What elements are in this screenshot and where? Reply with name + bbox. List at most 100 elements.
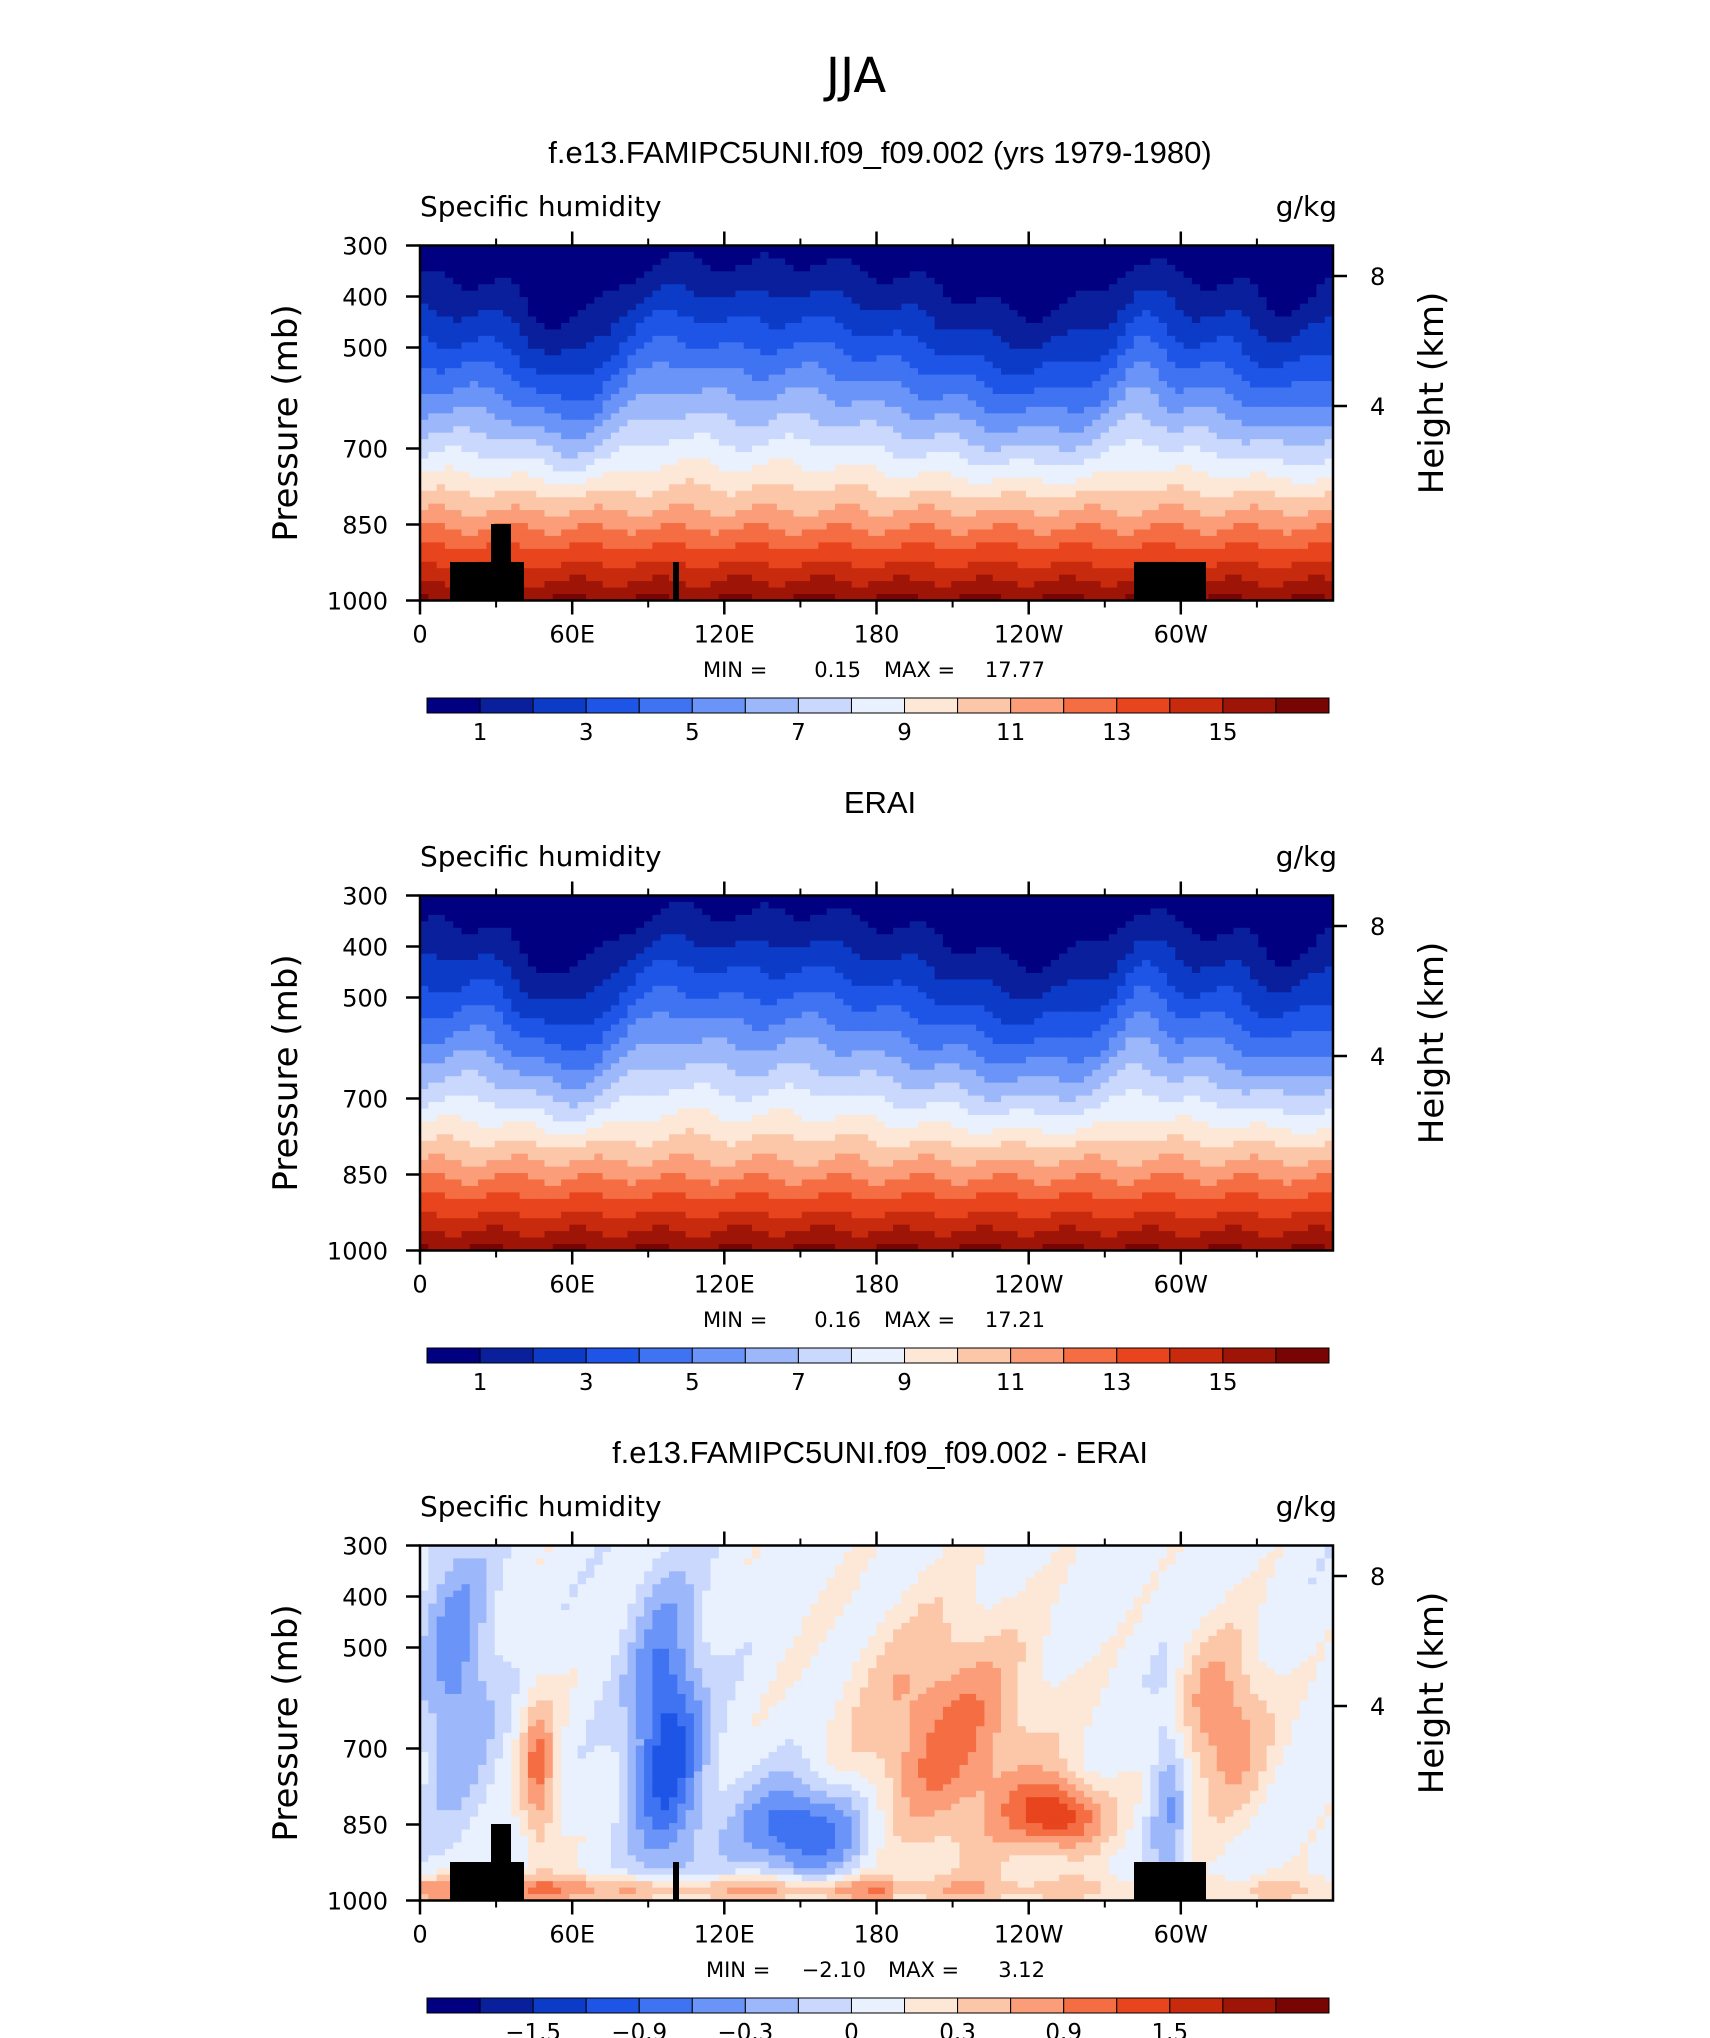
field-cell xyxy=(885,271,894,278)
field-cell xyxy=(868,252,877,259)
field-cell xyxy=(661,420,670,427)
field-cell xyxy=(1051,278,1060,285)
field-cell xyxy=(569,258,578,265)
field-cell xyxy=(1167,258,1176,265)
field-cell xyxy=(652,291,661,298)
field-cell xyxy=(1200,420,1209,427)
field-cell xyxy=(503,504,512,511)
field-cell xyxy=(553,491,562,498)
field-cell xyxy=(719,381,728,388)
field-cell xyxy=(976,258,985,265)
field-cell xyxy=(1267,323,1276,330)
field-cell xyxy=(1292,310,1301,317)
field-cell xyxy=(520,426,529,433)
field-cell xyxy=(1283,433,1292,440)
field-cell xyxy=(760,278,769,285)
field-cell xyxy=(644,278,653,285)
field-cell xyxy=(1084,459,1093,466)
field-cell xyxy=(1275,400,1284,407)
field-cell xyxy=(1209,381,1218,388)
field-cell xyxy=(1034,349,1043,356)
field-cell xyxy=(918,504,927,511)
field-cell xyxy=(453,317,462,324)
field-cell xyxy=(727,530,736,537)
field-cell xyxy=(1175,342,1184,349)
field-cell xyxy=(1142,452,1151,459)
field-cell xyxy=(428,310,437,317)
field-cell xyxy=(445,459,454,466)
field-cell xyxy=(735,413,744,420)
field-cell xyxy=(1233,278,1242,285)
field-cell xyxy=(561,504,570,511)
field-cell xyxy=(968,517,977,524)
field-cell xyxy=(611,459,620,466)
field-cell xyxy=(1175,407,1184,414)
field-cell xyxy=(669,491,678,498)
field-cell xyxy=(569,317,578,324)
field-cell xyxy=(1009,497,1018,504)
field-cell xyxy=(835,355,844,362)
field-cell xyxy=(1001,323,1010,330)
field-cell xyxy=(428,258,437,265)
field-cell xyxy=(752,336,761,343)
field-cell xyxy=(769,530,778,537)
field-cell xyxy=(951,310,960,317)
field-cell xyxy=(1316,465,1325,472)
field-cell xyxy=(1217,284,1226,291)
field-cell xyxy=(669,381,678,388)
field-cell xyxy=(1275,465,1284,472)
field-cell xyxy=(628,329,637,336)
field-cell xyxy=(694,258,703,265)
field-cell xyxy=(1159,504,1168,511)
field-cell xyxy=(636,400,645,407)
field-cell xyxy=(860,284,869,291)
field-cell xyxy=(1009,323,1018,330)
field-cell xyxy=(453,271,462,278)
field-cell xyxy=(752,530,761,537)
field-cell xyxy=(1308,523,1317,530)
field-cell xyxy=(661,491,670,498)
field-cell xyxy=(1267,258,1276,265)
field-cell xyxy=(901,530,910,537)
field-cell xyxy=(1316,336,1325,343)
field-cell xyxy=(578,517,587,524)
field-cell xyxy=(470,304,479,311)
field-cell xyxy=(1184,375,1193,382)
field-cell xyxy=(1242,420,1251,427)
field-cell xyxy=(1084,342,1093,349)
field-cell xyxy=(1225,400,1234,407)
field-cell xyxy=(935,336,944,343)
field-cell xyxy=(877,484,886,491)
field-cell xyxy=(868,342,877,349)
field-cell xyxy=(752,465,761,472)
field-cell xyxy=(1109,400,1118,407)
field-cell xyxy=(669,252,678,259)
field-cell xyxy=(569,355,578,362)
field-cell xyxy=(702,530,711,537)
field-cell xyxy=(1051,491,1060,498)
field-cell xyxy=(918,368,927,375)
field-cell xyxy=(1175,484,1184,491)
field-cell xyxy=(711,252,720,259)
field-cell xyxy=(976,530,985,537)
field-cell xyxy=(1275,433,1284,440)
field-cell xyxy=(594,484,603,491)
field-cell xyxy=(545,368,554,375)
field-cell xyxy=(1109,459,1118,466)
field-cell xyxy=(569,433,578,440)
field-cell xyxy=(794,459,803,466)
field-cell xyxy=(1184,252,1193,259)
field-cell xyxy=(652,420,661,427)
field-cell xyxy=(719,484,728,491)
field-cell xyxy=(1043,420,1052,427)
field-cell xyxy=(901,420,910,427)
field-cell xyxy=(702,388,711,395)
field-cell xyxy=(1275,349,1284,356)
field-cell xyxy=(752,407,761,414)
field-cell xyxy=(545,471,554,478)
field-cell xyxy=(428,446,437,453)
field-cell xyxy=(1001,484,1010,491)
field-cell xyxy=(677,329,686,336)
field-cell xyxy=(843,284,852,291)
field-cell xyxy=(993,478,1002,485)
